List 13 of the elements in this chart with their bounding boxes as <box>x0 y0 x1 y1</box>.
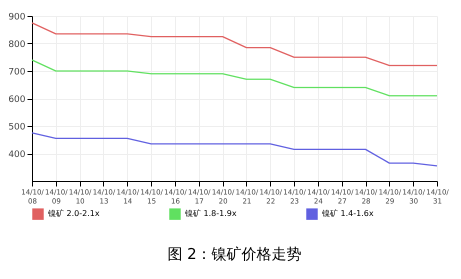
line-series <box>31 132 438 167</box>
line-series <box>31 22 438 66</box>
legend-label: 镍矿 1.8-1.9x <box>184 209 237 218</box>
y-tick-label: 400 <box>8 150 26 160</box>
legend-label: 镍矿 2.0-2.1x <box>47 209 100 218</box>
y-tick-label: 700 <box>8 68 26 78</box>
y-tick-label: 500 <box>8 122 26 132</box>
y-tick-label: 900 <box>8 12 26 22</box>
y-tick-label: 800 <box>8 40 26 50</box>
y-tick-label: 600 <box>8 95 26 105</box>
text: 图 2：镍矿价格走势 <box>167 245 302 263</box>
legend-label: 镍矿 1.4-1.6x <box>321 209 374 218</box>
line-series <box>31 59 438 96</box>
